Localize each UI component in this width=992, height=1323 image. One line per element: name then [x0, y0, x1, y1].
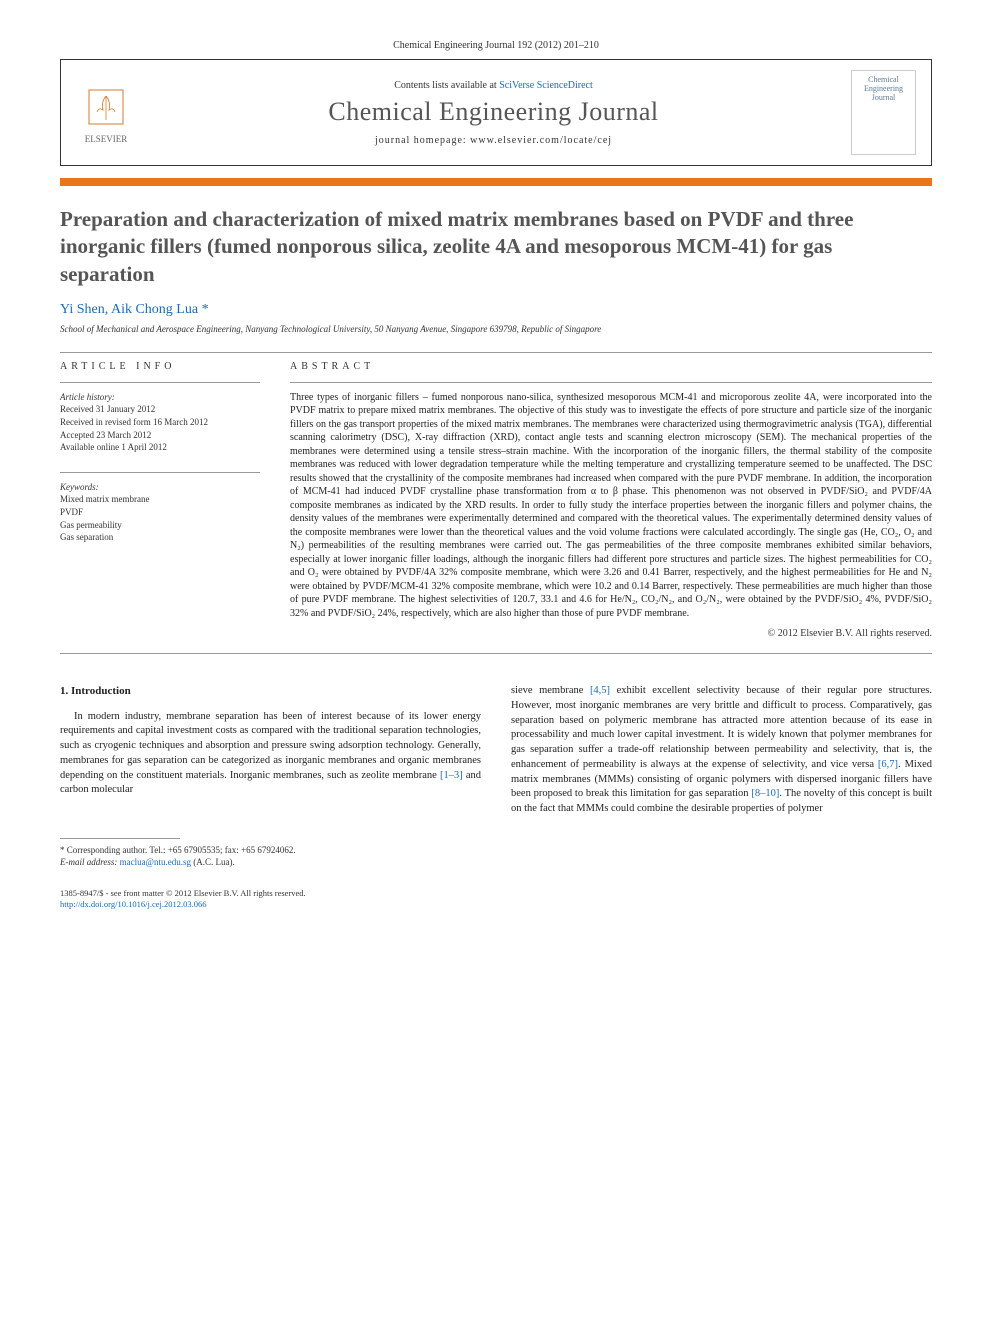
divider-line: [60, 472, 260, 473]
abstract-copyright: © 2012 Elsevier B.V. All rights reserved…: [290, 628, 932, 639]
journal-cover-thumbnail: Chemical Engineering Journal: [851, 70, 916, 155]
corresponding-mark[interactable]: *: [202, 302, 209, 317]
accepted-date: Accepted 23 March 2012: [60, 429, 260, 442]
received-date: Received 31 January 2012: [60, 403, 260, 416]
doi-prefix: http://dx.doi.org/: [60, 899, 117, 909]
journal-homepage-line: journal homepage: www.elsevier.com/locat…: [136, 135, 851, 146]
divider-line: [290, 382, 932, 383]
intro-heading: 1. Introduction: [60, 684, 481, 699]
email-label: E-mail address:: [60, 857, 120, 867]
keyword-item: Mixed matrix membrane: [60, 493, 260, 506]
divider-line: [60, 352, 932, 353]
abstract-text: Three types of inorganic fillers – fumed…: [290, 391, 932, 621]
body-text: In modern industry, membrane separation …: [60, 711, 481, 781]
keywords-block: Keywords: Mixed matrix membrane PVDF Gas…: [60, 481, 260, 544]
reference-link[interactable]: [4,5]: [590, 685, 610, 696]
article-title: Preparation and characterization of mixe…: [60, 206, 932, 288]
author-names[interactable]: Yi Shen, Aik Chong Lua: [60, 302, 202, 317]
keywords-label: Keywords:: [60, 481, 260, 494]
corr-author-line: * Corresponding author. Tel.: +65 679055…: [60, 845, 481, 857]
email-suffix: (A.C. Lua).: [191, 857, 235, 867]
reference-link[interactable]: [8–10]: [751, 788, 779, 799]
footer-copyright: 1385-8947/$ - see front matter © 2012 El…: [60, 888, 481, 910]
abstract-label: ABSTRACT: [290, 361, 932, 372]
online-date: Available online 1 April 2012: [60, 441, 260, 454]
reference-link[interactable]: [6,7]: [878, 759, 898, 770]
contents-prefix: Contents lists available at: [394, 80, 499, 91]
homepage-url[interactable]: www.elsevier.com/locate/cej: [470, 135, 612, 146]
authors-line: Yi Shen, Aik Chong Lua *: [60, 302, 932, 318]
email-link[interactable]: maclua@ntu.edu.sg: [120, 857, 191, 867]
front-matter-line: 1385-8947/$ - see front matter © 2012 El…: [60, 888, 481, 899]
journal-header-box: ELSEVIER Contents lists available at Sci…: [60, 59, 932, 166]
intro-paragraph: In modern industry, membrane separation …: [60, 710, 481, 798]
citation-header: Chemical Engineering Journal 192 (2012) …: [60, 40, 932, 51]
homepage-prefix: journal homepage:: [375, 135, 470, 146]
history-label: Article history:: [60, 391, 260, 404]
body-text: sieve membrane: [511, 685, 590, 696]
revised-date: Received in revised form 16 March 2012: [60, 416, 260, 429]
intro-paragraph-continued: sieve membrane [4,5] exhibit excellent s…: [511, 684, 932, 816]
divider-line: [60, 382, 260, 383]
journal-title: Chemical Engineering Journal: [136, 97, 851, 127]
keyword-item: PVDF: [60, 506, 260, 519]
article-history: Article history: Received 31 January 201…: [60, 391, 260, 454]
contents-available-line: Contents lists available at SciVerse Sci…: [136, 80, 851, 91]
affiliation: School of Mechanical and Aerospace Engin…: [60, 324, 932, 334]
divider-line: [60, 653, 932, 654]
article-info-label: ARTICLE INFO: [60, 361, 260, 372]
keyword-item: Gas permeability: [60, 519, 260, 532]
reference-link[interactable]: [1–3]: [440, 770, 463, 781]
elsevier-tree-icon: [81, 82, 131, 132]
sciencedirect-link[interactable]: SciVerse ScienceDirect: [499, 80, 593, 91]
elsevier-logo: ELSEVIER: [76, 82, 136, 144]
corresponding-author-footnote: * Corresponding author. Tel.: +65 679055…: [60, 845, 481, 868]
footnote-divider: [60, 838, 180, 839]
elsevier-label: ELSEVIER: [76, 134, 136, 144]
body-text: exhibit excellent selectivity because of…: [511, 685, 932, 769]
orange-divider-bar: [60, 178, 932, 186]
doi-link[interactable]: http://dx.doi.org/10.1016/j.cej.2012.03.…: [60, 899, 206, 909]
keyword-item: Gas separation: [60, 531, 260, 544]
doi-value: 10.1016/j.cej.2012.03.066: [117, 899, 206, 909]
